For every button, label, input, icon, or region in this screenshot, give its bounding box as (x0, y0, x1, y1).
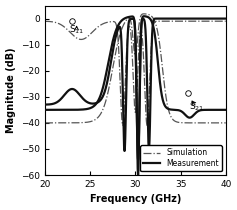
Y-axis label: Magnitude (dB): Magnitude (dB) (5, 47, 16, 133)
Legend: Simulation, Measurement: Simulation, Measurement (140, 145, 222, 171)
X-axis label: Frequency (GHz): Frequency (GHz) (90, 194, 181, 205)
Text: S$_{21}$: S$_{21}$ (189, 101, 205, 113)
Text: S$_{11}$: S$_{11}$ (69, 24, 84, 36)
